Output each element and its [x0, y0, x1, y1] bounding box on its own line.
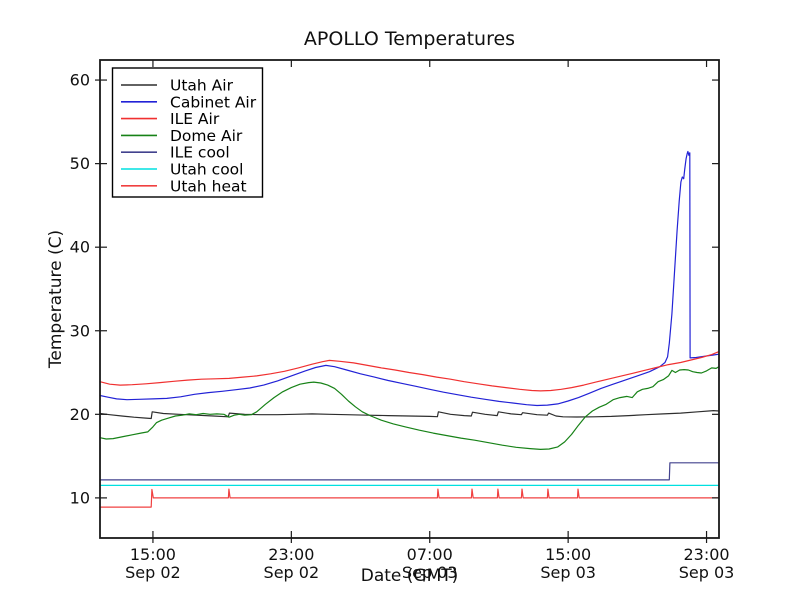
x-tick-label-date: Sep 02 — [125, 563, 181, 582]
legend-box — [111, 67, 264, 198]
legend-label: ILE cool — [170, 144, 230, 162]
x-tick-label-date: Sep 03 — [679, 563, 735, 582]
series-line-utah-heat — [99, 488, 720, 508]
x-tick-label-time: 15:00 — [130, 545, 176, 564]
x-tick-label-time: 23:00 — [683, 545, 729, 564]
x-tick-label-date: Sep 02 — [264, 563, 320, 582]
legend-label: Cabinet Air — [170, 93, 257, 111]
x-tick-label-time: 23:00 — [268, 545, 314, 564]
series-line-ile-air — [99, 351, 720, 392]
x-tick-label-time: 07:00 — [407, 545, 453, 564]
y-tick-label: 40 — [70, 238, 90, 257]
series-line-dome-air — [99, 366, 720, 450]
y-tick-label: 50 — [70, 154, 90, 173]
x-tick-label-time: 15:00 — [545, 545, 591, 564]
x-tick-label-date: Sep 03 — [402, 563, 458, 582]
x-axis-label: Date (GMT) — [360, 566, 459, 586]
y-tick-label: 20 — [70, 405, 90, 424]
y-tick-label: 10 — [70, 488, 90, 507]
legend-label: Utah Air — [170, 77, 234, 95]
chart-title: APOLLO Temperatures — [303, 28, 516, 50]
series-line-ile-cool — [99, 462, 720, 481]
y-tick-label: 60 — [70, 71, 90, 90]
legend-label: Dome Air — [170, 127, 243, 145]
x-tick-label-date: Sep 03 — [540, 563, 596, 582]
legend-label: Utah heat — [170, 177, 247, 195]
legend-label: Utah cool — [170, 161, 243, 179]
plot-border — [99, 59, 720, 539]
legend-label: ILE Air — [170, 110, 220, 128]
series-line-cabinet-air — [99, 150, 720, 407]
y-tick-label: 30 — [70, 321, 90, 340]
